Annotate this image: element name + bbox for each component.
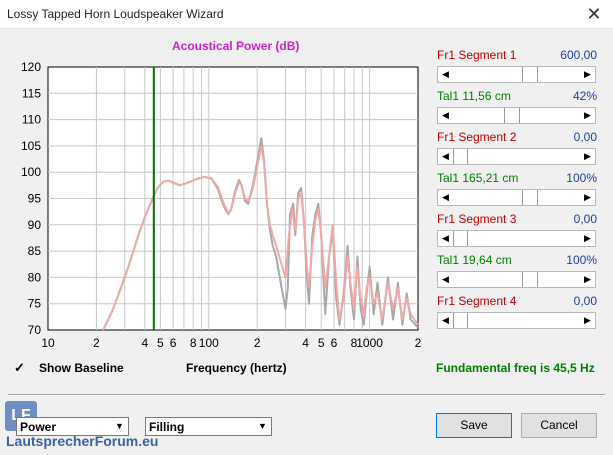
cancel-button[interactable]: Cancel (521, 413, 597, 438)
segment-label: Tal1 11,56 cm (437, 89, 511, 103)
y-tick-label: 100 (21, 165, 41, 179)
segment-scrollbar[interactable]: ◀ ▶ (437, 271, 596, 288)
segment-label: Fr1 Segment 1 (437, 48, 517, 62)
segment-label: Fr1 Segment 4 (437, 294, 517, 308)
show-baseline-label[interactable]: Show Baseline (39, 361, 124, 375)
segment-label: Tal1 19,64 cm (437, 253, 512, 267)
segment-value: 100% (566, 253, 597, 267)
show-baseline-checkbox[interactable]: ✓ (14, 360, 25, 375)
series-line (102, 144, 419, 331)
scroll-right-icon[interactable]: ▶ (584, 315, 591, 325)
segment-scrollbar[interactable]: ◀ ▶ (437, 148, 596, 165)
scroll-thumb[interactable] (453, 231, 469, 246)
forum-watermark: LautsprecherForum.eu (6, 433, 159, 449)
y-tick-label: 105 (21, 139, 41, 153)
scroll-thumb[interactable] (453, 313, 469, 328)
power-select[interactable]: Power ▼ (16, 417, 129, 436)
scroll-left-icon[interactable]: ◀ (442, 315, 449, 325)
separator (8, 394, 605, 396)
scroll-left-icon[interactable]: ◀ (442, 192, 449, 202)
fundamental-frequency: Fundamental freq is 45,5 Hz (436, 361, 595, 375)
segment-scrollbar[interactable]: ◀ ▶ (437, 230, 596, 247)
y-tick-label: 110 (22, 113, 41, 127)
scroll-thumb[interactable] (504, 108, 520, 123)
x-tick-label: 100 (199, 336, 219, 350)
x-tick-label: 4 (141, 336, 148, 350)
x-tick-label: 5 (157, 336, 164, 350)
x-tick-label: 8 (351, 336, 358, 350)
x-tick-label: 5 (318, 336, 325, 350)
x-tick-label: 6 (331, 336, 338, 350)
segment-value: 0,00 (573, 130, 597, 144)
scroll-thumb[interactable] (522, 272, 538, 287)
segment-value: 42% (572, 89, 597, 103)
y-tick-label: 90 (28, 218, 42, 232)
filling-select-value: Filling (149, 420, 185, 434)
scroll-thumb[interactable] (522, 67, 538, 82)
y-tick-label: 80 (28, 270, 42, 284)
segment-scrollbar[interactable]: ◀ ▶ (437, 312, 596, 329)
y-tick-label: 120 (21, 60, 41, 74)
segment-scrollbar[interactable]: ◀ ▶ (437, 66, 596, 83)
segment-label: Tal1 165,21 cm (437, 171, 519, 185)
segment-value: 0,00 (573, 212, 597, 226)
save-button[interactable]: Save (436, 413, 512, 438)
segment-value: 100% (566, 171, 597, 185)
scroll-thumb[interactable] (453, 149, 469, 164)
segment-scrollbar[interactable]: ◀ ▶ (437, 189, 596, 206)
scroll-right-icon[interactable]: ▶ (584, 151, 591, 161)
x-tick-label: 4 (302, 336, 309, 350)
scroll-left-icon[interactable]: ◀ (442, 274, 449, 284)
y-tick-label: 85 (28, 244, 42, 258)
x-tick-label: 2 (415, 336, 422, 350)
scroll-right-icon[interactable]: ▶ (584, 110, 591, 120)
y-tick-label: 70 (28, 323, 42, 337)
frequency-axis-label: Frequency (hertz) (186, 361, 287, 375)
segment-label: Fr1 Segment 3 (437, 212, 517, 226)
titlebar: Lossy Tapped Horn Loudspeaker Wizard ✕ (0, 0, 613, 29)
window-title: Lossy Tapped Horn Loudspeaker Wizard (7, 7, 224, 21)
filling-select[interactable]: Filling ▼ (145, 417, 272, 436)
segment-value: 0,00 (573, 294, 597, 308)
segment-value: 600,00 (560, 48, 597, 62)
x-tick-label: 2 (254, 336, 261, 350)
scroll-left-icon[interactable]: ◀ (442, 151, 449, 161)
scroll-right-icon[interactable]: ▶ (584, 69, 591, 79)
chart-title: Acoustical Power (dB) (172, 39, 300, 53)
close-icon[interactable]: ✕ (586, 4, 602, 24)
chevron-down-icon[interactable]: ▼ (258, 421, 267, 431)
scroll-left-icon[interactable]: ◀ (442, 69, 449, 79)
scroll-left-icon[interactable]: ◀ (442, 110, 449, 120)
y-tick-label: 115 (22, 86, 41, 100)
x-tick-label: 1000 (356, 336, 383, 350)
acoustical-power-chart: 70 75 80 85 90 95 100 105 110 115 120 10 2 4 5 6 8 100 2 4 5… (0, 30, 430, 360)
x-tick-label: 10 (41, 336, 55, 350)
chevron-down-icon[interactable]: ▼ (115, 421, 124, 431)
segment-scrollbar[interactable]: ◀ ▶ (437, 107, 596, 124)
y-tick-label: 95 (28, 192, 42, 206)
power-select-value: Power (20, 420, 57, 434)
segment-label: Fr1 Segment 2 (437, 130, 517, 144)
scroll-thumb[interactable] (522, 190, 538, 205)
scroll-right-icon[interactable]: ▶ (584, 233, 591, 243)
x-tick-label: 8 (190, 336, 197, 350)
scroll-left-icon[interactable]: ◀ (442, 233, 449, 243)
scroll-right-icon[interactable]: ▶ (584, 192, 591, 202)
y-tick-label: 75 (28, 297, 42, 311)
x-tick-label: 6 (170, 336, 177, 350)
scroll-right-icon[interactable]: ▶ (584, 274, 591, 284)
x-tick-label: 2 (93, 336, 100, 350)
